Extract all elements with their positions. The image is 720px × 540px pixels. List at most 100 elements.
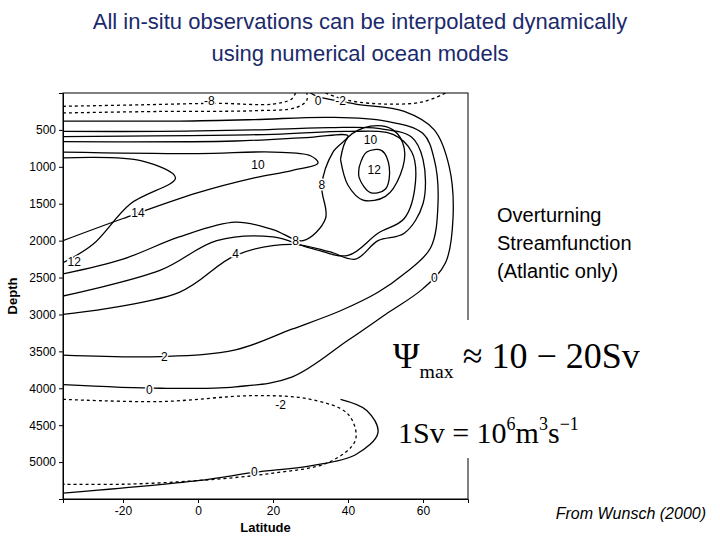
y-tick: 2000 xyxy=(29,234,63,248)
x-tick: 40 xyxy=(342,499,356,518)
formula: Ψmax​ ≈ 10 − 20Sv xyxy=(393,336,640,382)
x-tick-mark xyxy=(123,499,124,503)
y-tick-mark xyxy=(59,204,63,205)
source: From Wunsch (2000) xyxy=(556,505,706,522)
y-axis-line xyxy=(59,94,64,500)
contour-line xyxy=(63,152,318,241)
contour-label: 0 xyxy=(315,94,322,108)
formula-text: m xyxy=(516,416,539,449)
x-tick: 20 xyxy=(267,499,281,518)
y-tick: 1500 xyxy=(29,197,63,211)
contour-line xyxy=(63,93,453,388)
y-tick-mark xyxy=(59,314,63,315)
y-tick: 2500 xyxy=(29,271,63,285)
contour-label: 0 xyxy=(146,383,153,397)
x-tick-mark xyxy=(348,499,349,503)
y-tick-mark xyxy=(59,241,63,242)
y-tick-mark xyxy=(59,130,63,131)
y-tick: 4500 xyxy=(29,419,63,433)
y-tick-label: 4500 xyxy=(29,419,56,433)
formula-superscript: −1 xyxy=(560,414,579,434)
y-tick-mark xyxy=(59,351,63,352)
x-tick-label: 0 xyxy=(195,504,202,518)
note-line: Overturning xyxy=(497,204,602,226)
contour-line xyxy=(63,93,296,106)
y-tick: 5000 xyxy=(29,455,63,469)
y-tick: 3000 xyxy=(29,308,63,322)
x-axis-title: Latitude xyxy=(240,520,291,535)
title-line: All in-situ observations can be interpol… xyxy=(93,9,627,34)
x-tick-label: -20 xyxy=(115,504,133,518)
formula-superscript: 6 xyxy=(507,414,516,434)
x-tick-label: 60 xyxy=(417,504,431,518)
chart: All in-situ observations can be interpol… xyxy=(0,0,720,540)
note-line: Streamfunction xyxy=(497,232,632,254)
y-tick: 4000 xyxy=(29,382,63,396)
y-tick-mark xyxy=(59,425,63,426)
y-tick-label: 3000 xyxy=(29,308,56,322)
spacer: ​ xyxy=(578,416,579,449)
y-tick-mark xyxy=(59,388,63,389)
y-tick: 1000 xyxy=(29,160,63,174)
contour-line xyxy=(63,117,438,357)
formula-text: 1Sv = 10 xyxy=(398,416,507,449)
y-axis: 500 1000 1500 2000 2500 3000 3500 4000 4500 5000 xyxy=(29,94,63,500)
x-axis-line xyxy=(64,500,469,504)
y-axis-title: Depth xyxy=(5,278,20,315)
formula-superscript: 3 xyxy=(539,414,548,434)
x-tick-label: 20 xyxy=(267,504,281,518)
contour-label: -2 xyxy=(335,94,346,108)
y-tick-label: 2000 xyxy=(29,234,56,248)
x-tick: 60 xyxy=(417,499,431,518)
title-line: using numerical ocean models xyxy=(211,41,508,66)
x-tick-mark xyxy=(198,499,199,503)
contour-label: -8 xyxy=(204,94,215,108)
x-tick-label: 40 xyxy=(342,504,356,518)
formula-text: Ψ xyxy=(393,336,420,376)
contour-label: 14 xyxy=(131,206,145,220)
contour-label: 2 xyxy=(161,350,168,364)
contour-label: 8 xyxy=(318,178,325,192)
y-tick-mark xyxy=(59,462,63,463)
title: All in-situ observations can be interpol… xyxy=(93,9,627,66)
contour-line xyxy=(63,134,348,274)
contour-line xyxy=(359,149,390,193)
contour-line xyxy=(63,399,378,493)
y-tick-label: 3500 xyxy=(29,345,56,359)
note-line: (Atlantic only) xyxy=(497,260,618,282)
y-tick-label: 5000 xyxy=(29,455,56,469)
contour-label: 10 xyxy=(364,133,378,147)
x-axis: -20 0 20 40 60 xyxy=(64,499,469,518)
y-tick-label: 1500 xyxy=(29,197,56,211)
contour-line xyxy=(63,157,176,262)
x-tick-mark xyxy=(273,499,274,503)
x-tick-mark xyxy=(423,499,424,503)
formula: 1Sv = 106​m3​s−1​ xyxy=(398,414,579,449)
y-tick-mark xyxy=(59,167,63,168)
y-tick: 3500 xyxy=(29,345,63,359)
contour-label: -2 xyxy=(275,398,286,412)
x-tick: 0 xyxy=(195,499,202,518)
y-tick-label: 2500 xyxy=(29,271,56,285)
contour-labels: -80-21010121412884020-20 xyxy=(68,94,438,479)
contour-label: 0 xyxy=(251,465,258,479)
y-tick-label: 1000 xyxy=(29,160,56,174)
contour-label: 10 xyxy=(251,158,265,172)
y-tick-label: 500 xyxy=(36,123,56,137)
contour-label: 4 xyxy=(232,247,239,261)
y-tick-mark xyxy=(59,278,63,279)
y-tick-label: 4000 xyxy=(29,382,56,396)
contour-label: 0 xyxy=(431,271,438,285)
contour-label: 8 xyxy=(292,234,299,248)
x-tick: -20 xyxy=(115,499,133,518)
contour-label: 12 xyxy=(368,163,382,177)
contour-line xyxy=(63,93,307,113)
formula-subscript: max xyxy=(420,360,454,382)
background xyxy=(0,0,720,540)
formulas: Ψmax​ ≈ 10 − 20Sv1Sv = 106​m3​s−1​ xyxy=(388,320,710,458)
contour-line xyxy=(63,396,356,485)
formula-text: s xyxy=(548,416,560,449)
formula-text: ≈ 10 − 20Sv xyxy=(454,336,640,376)
note: Overturning Streamfunction (Atlantic only) xyxy=(497,204,632,282)
contour-line xyxy=(341,126,405,201)
